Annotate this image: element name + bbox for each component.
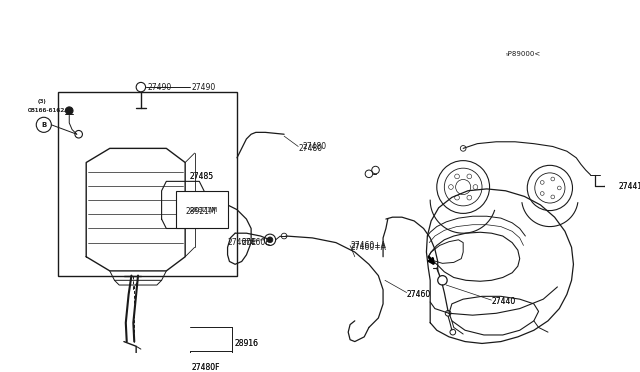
Text: 28916: 28916 — [234, 339, 258, 348]
Text: 28916: 28916 — [234, 339, 258, 348]
Text: 27440: 27440 — [492, 298, 516, 307]
Text: 27480: 27480 — [298, 144, 323, 153]
Text: 08166-6162A: 08166-6162A — [28, 108, 69, 113]
Text: 27480F: 27480F — [192, 363, 220, 372]
Text: 27460+A: 27460+A — [350, 241, 386, 250]
Text: 27490: 27490 — [192, 83, 216, 92]
Bar — [58, 92, 237, 276]
Circle shape — [267, 237, 273, 243]
Text: (3): (3) — [37, 99, 46, 104]
Text: 28921M: 28921M — [186, 207, 216, 216]
Text: 27441: 27441 — [619, 182, 640, 190]
Text: 27440: 27440 — [492, 298, 516, 307]
Text: 27460E: 27460E — [228, 238, 257, 247]
Text: 27485: 27485 — [190, 172, 214, 181]
Text: 27485: 27485 — [190, 172, 214, 181]
Text: 28921M: 28921M — [190, 206, 218, 213]
Text: B: B — [41, 122, 47, 128]
Text: 27480: 27480 — [303, 142, 327, 151]
Text: ₉P89000<: ₉P89000< — [506, 51, 541, 57]
Text: 27460: 27460 — [406, 290, 431, 299]
Text: 08166-6162A: 08166-6162A — [28, 108, 69, 113]
Text: 27460E: 27460E — [242, 238, 271, 247]
Circle shape — [65, 107, 73, 115]
Text: 27490: 27490 — [147, 83, 172, 92]
Text: 27480F: 27480F — [192, 363, 220, 372]
Text: 27441: 27441 — [619, 182, 640, 190]
Text: (3): (3) — [37, 99, 46, 104]
Text: 27460+A: 27460+A — [350, 243, 386, 252]
Bar — [176, 191, 228, 228]
Text: 27460: 27460 — [406, 290, 431, 299]
